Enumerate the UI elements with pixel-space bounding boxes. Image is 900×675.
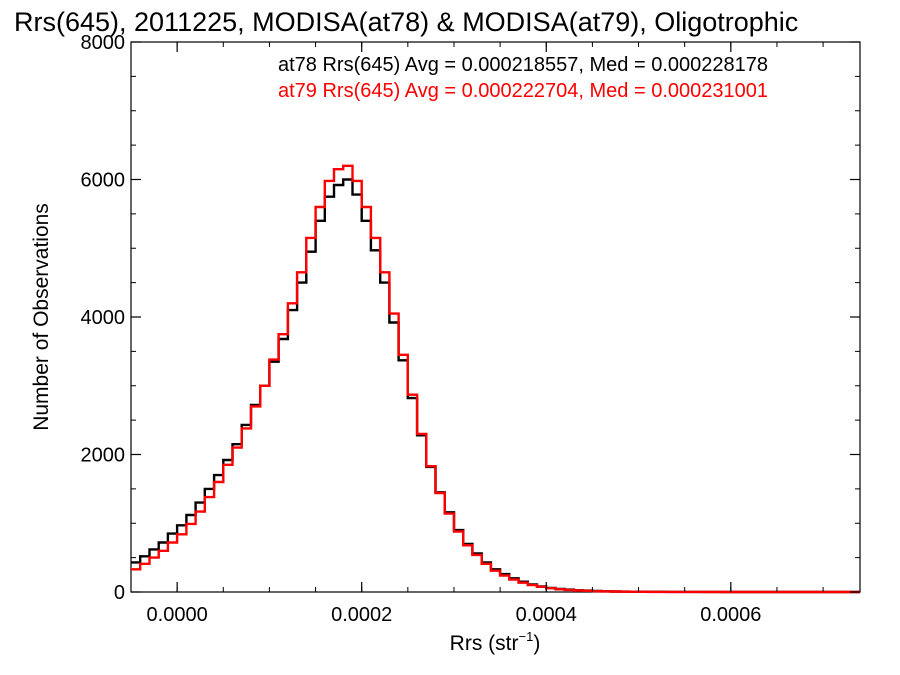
- series-at79-step-line: [131, 164, 860, 594]
- y-tick-label: 2000: [81, 445, 126, 467]
- y-tick-label: 0: [114, 582, 125, 604]
- x-tick-label: 0.0000: [147, 604, 208, 626]
- chart-title: Rrs(645), 2011225, MODISA(at78) & MODISA…: [14, 7, 798, 37]
- y-tick-label: 8000: [81, 32, 126, 54]
- y-tick-label: 4000: [81, 307, 126, 329]
- plot-frame: [130, 41, 861, 593]
- y-tick-label: 6000: [81, 170, 126, 192]
- stat-line-at79: at79 Rrs(645) Avg = 0.000222704, Med = 0…: [278, 80, 768, 102]
- tick-layer: 0.0000 0.0002 0.0004 0.0006 0 2000 4000 6000 800…: [81, 32, 860, 626]
- x-tick-label: 0.0004: [516, 604, 577, 626]
- stat-line-at78: at78 Rrs(645) Avg = 0.000218557, Med = 0…: [278, 54, 768, 76]
- x-axis-label-main: Rrs (str: [450, 632, 519, 655]
- series-layer: [131, 164, 860, 594]
- x-axis-label-superscript: −1: [519, 629, 534, 644]
- series-at78-step-line: [131, 178, 860, 594]
- y-axis-label: Number of Observations: [30, 203, 53, 431]
- x-axis-label: Rrs (str−1): [450, 629, 541, 655]
- x-axis-label-close: ): [533, 632, 540, 655]
- x-tick-label: 0.0002: [331, 604, 392, 626]
- x-tick-label: 0.0006: [700, 604, 761, 626]
